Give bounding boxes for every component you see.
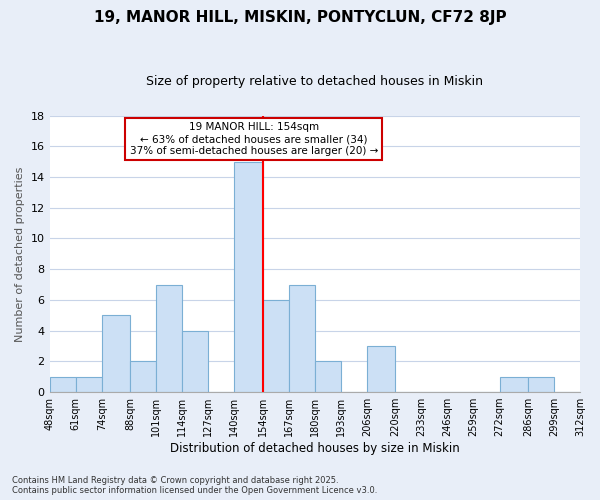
Text: 19 MANOR HILL: 154sqm
← 63% of detached houses are smaller (34)
37% of semi-deta: 19 MANOR HILL: 154sqm ← 63% of detached … bbox=[130, 122, 378, 156]
Bar bbox=[528, 376, 554, 392]
Bar bbox=[130, 362, 156, 392]
Bar bbox=[315, 362, 341, 392]
Text: 19, MANOR HILL, MISKIN, PONTYCLUN, CF72 8JP: 19, MANOR HILL, MISKIN, PONTYCLUN, CF72 … bbox=[94, 10, 506, 25]
Bar bbox=[263, 300, 289, 392]
Bar bbox=[367, 346, 395, 392]
Bar bbox=[235, 162, 263, 392]
Bar bbox=[182, 330, 208, 392]
Text: Contains HM Land Registry data © Crown copyright and database right 2025.
Contai: Contains HM Land Registry data © Crown c… bbox=[12, 476, 377, 495]
Bar bbox=[500, 376, 528, 392]
Title: Size of property relative to detached houses in Miskin: Size of property relative to detached ho… bbox=[146, 75, 483, 88]
Bar bbox=[76, 376, 102, 392]
Y-axis label: Number of detached properties: Number of detached properties bbox=[15, 166, 25, 342]
X-axis label: Distribution of detached houses by size in Miskin: Distribution of detached houses by size … bbox=[170, 442, 460, 455]
Bar bbox=[102, 316, 130, 392]
Bar bbox=[50, 376, 76, 392]
Bar bbox=[289, 284, 315, 392]
Bar bbox=[156, 284, 182, 392]
